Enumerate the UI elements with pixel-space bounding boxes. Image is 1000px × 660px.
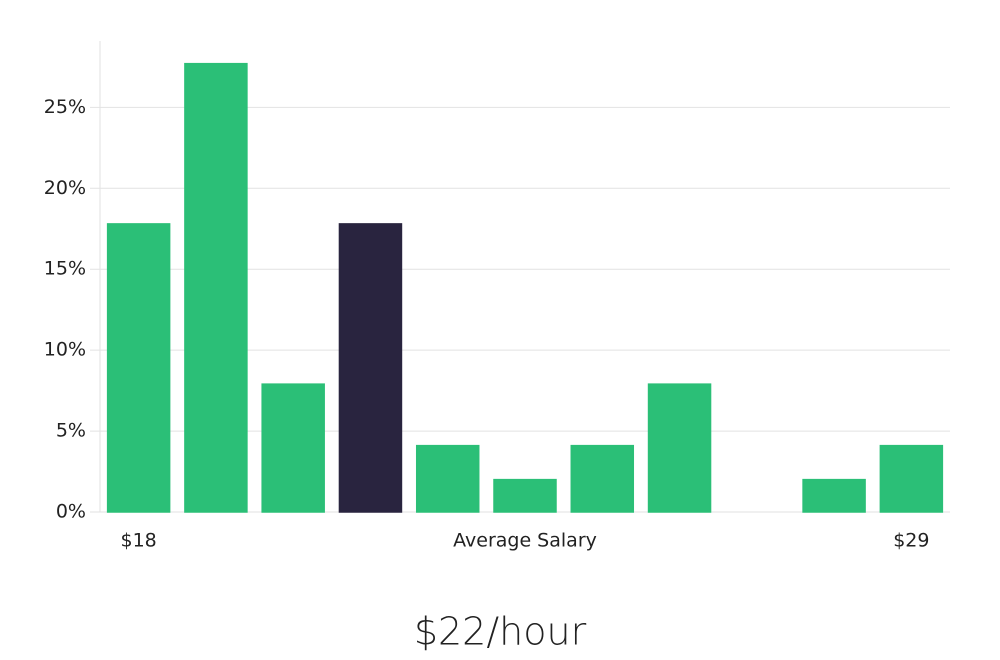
x-tick-label: $29 [893,530,929,552]
y-tick-label: 20% [44,177,86,199]
y-tick-label: 10% [44,339,86,361]
bar [493,478,557,513]
bar [415,444,480,513]
bar [261,383,325,513]
y-tick-label: 25% [44,96,86,118]
chart-subtitle: $22/hour [414,610,587,654]
y-tick-label: 0% [56,501,86,523]
bar [106,223,171,513]
bar [338,223,403,513]
bar [184,62,248,513]
x-axis-label: Average Salary [453,530,597,552]
y-tick-label: 5% [56,420,86,442]
bar [802,478,866,513]
bar [647,383,712,513]
y-tick-label: 15% [44,258,86,280]
bar [570,444,635,513]
bar [879,444,944,513]
x-tick-label: $18 [121,530,157,552]
